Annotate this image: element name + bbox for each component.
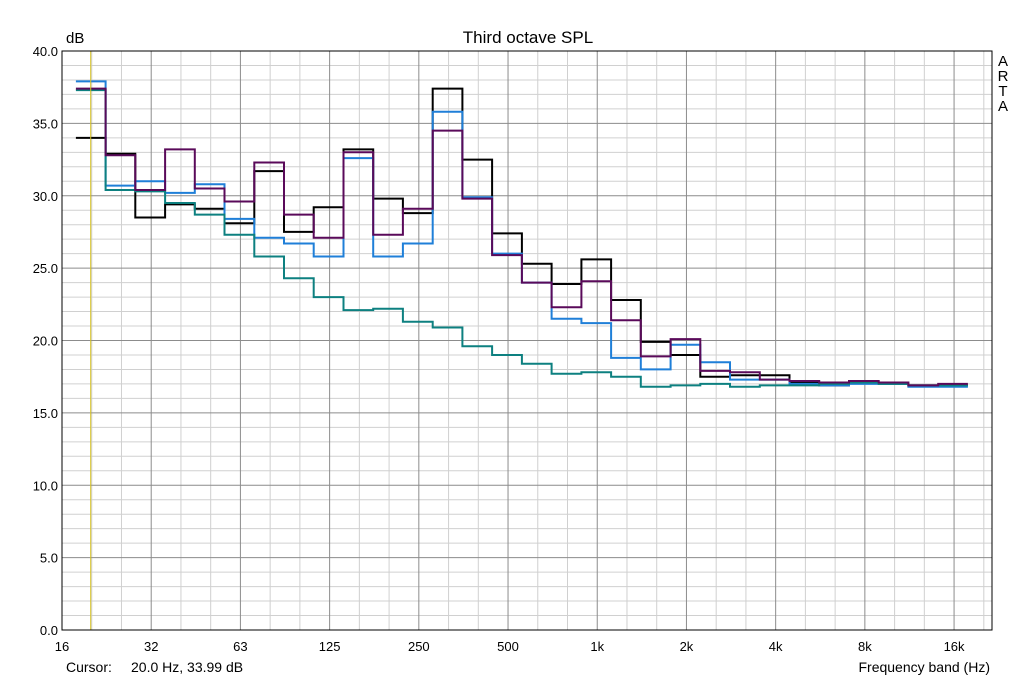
chart-title: Third octave SPL <box>463 28 593 47</box>
x-axis-label: Frequency band (Hz) <box>858 659 990 675</box>
x-tick-label: 125 <box>319 639 341 654</box>
x-tick-label: 8k <box>858 639 872 654</box>
watermark-letter: A <box>998 53 1008 70</box>
x-tick-labels: 16 32 63 125 250 500 1k 2k 4k 8k 16k <box>55 639 965 654</box>
x-tick-label: 1k <box>590 639 604 654</box>
minor-gridlines <box>62 51 992 630</box>
major-gridlines <box>62 51 992 630</box>
x-tick-label: 32 <box>144 639 158 654</box>
y-tick-label: 5.0 <box>40 551 58 566</box>
cursor-label: Cursor: <box>66 659 112 675</box>
x-tick-label: 16 <box>55 639 69 654</box>
y-tick-label: 20.0 <box>33 334 58 349</box>
series-layer <box>75 80 968 388</box>
y-tick-label: 40.0 <box>33 44 58 59</box>
watermark-letter: T <box>998 83 1007 100</box>
watermark-letter: R <box>998 68 1009 85</box>
y-tick-label: 25.0 <box>33 261 58 276</box>
watermark-letter: A <box>998 98 1008 115</box>
cursor-readout: 20.0 Hz, 33.99 dB <box>131 659 243 675</box>
x-tick-label: 16k <box>944 639 965 654</box>
x-tick-label: 250 <box>408 639 430 654</box>
y-tick-label: 15.0 <box>33 406 58 421</box>
y-tick-label: 30.0 <box>33 189 58 204</box>
y-tick-label: 0.0 <box>40 623 58 638</box>
y-tick-label: 35.0 <box>33 116 58 131</box>
y-tick-label: 10.0 <box>33 478 58 493</box>
plot-border <box>61 50 993 631</box>
series-line <box>75 87 968 387</box>
x-tick-label: 4k <box>769 639 783 654</box>
series-line <box>75 89 968 388</box>
x-tick-label: 500 <box>497 639 519 654</box>
x-tick-label: 63 <box>233 639 247 654</box>
y-tick-labels: 0.0 5.0 10.0 15.0 20.0 25.0 30.0 35.0 40.0 <box>33 44 58 638</box>
y-unit-label: dB <box>66 30 84 47</box>
x-tick-label: 2k <box>680 639 694 654</box>
